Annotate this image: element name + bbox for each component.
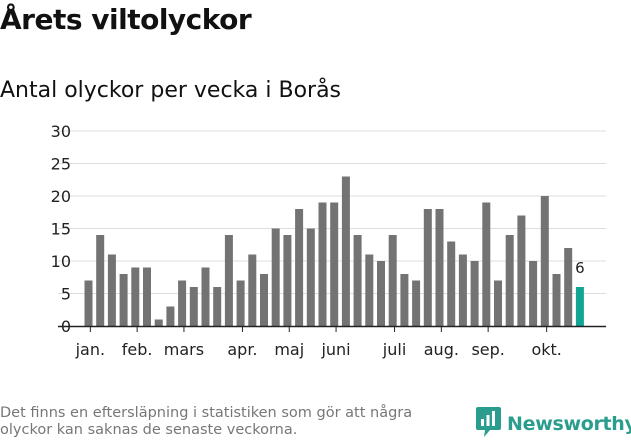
bar: [412, 280, 421, 326]
data-label-latest: 6: [575, 259, 585, 277]
bar: [306, 228, 315, 326]
bar: [529, 261, 538, 326]
bar: [552, 274, 561, 326]
bar: [201, 267, 210, 326]
newsworthy-logo-icon: [476, 407, 501, 441]
y-tick-label: 20: [51, 187, 71, 206]
bar: [540, 196, 549, 326]
x-tick-label: apr.: [227, 340, 257, 359]
bar: [458, 254, 467, 326]
bar: [505, 235, 514, 326]
bar: [377, 261, 385, 326]
y-tick-label: 10: [51, 252, 71, 271]
bar: [447, 241, 456, 326]
bar: [295, 209, 304, 326]
x-tick-label: juni: [320, 340, 350, 359]
bar: [107, 254, 116, 326]
bar: [423, 209, 432, 326]
bar: [224, 235, 233, 326]
bar: [178, 280, 187, 326]
bar: [494, 280, 502, 326]
y-tick-label: 30: [51, 122, 71, 141]
data-labels: 6: [575, 259, 585, 277]
x-tick-label: jan.: [75, 340, 105, 359]
bar: [236, 280, 245, 326]
chart-title: Årets viltolyckor: [0, 3, 252, 36]
bars: [84, 176, 584, 326]
bar-latest-week: [575, 287, 584, 326]
bar: [154, 319, 163, 326]
x-tick-label: mars: [164, 340, 204, 359]
chart-subtitle: Antal olyckor per vecka i Borås: [0, 78, 342, 103]
x-tick-label: juli: [382, 340, 406, 359]
bar: [388, 235, 397, 326]
x-axis: [58, 325, 606, 332]
bar: [189, 287, 198, 326]
y-tick-label: 15: [51, 220, 71, 239]
bar: [564, 248, 573, 326]
bar: [271, 228, 280, 326]
x-tick-label: okt.: [531, 340, 561, 359]
brand-logo: Newsworthy: [476, 407, 631, 441]
bar: [96, 235, 105, 326]
x-tick-label: aug.: [424, 340, 459, 359]
bar: [143, 267, 151, 326]
x-tick-label: maj: [274, 340, 304, 359]
bar: [283, 235, 292, 326]
bar: [400, 274, 409, 326]
bar: [353, 235, 362, 326]
x-axis-tick-labels: jan. feb. mars apr. maj juni juli aug. sep. okt.: [75, 340, 562, 359]
bar: [166, 306, 175, 326]
bar: [435, 209, 444, 326]
bar: [365, 254, 374, 326]
bar: [119, 274, 128, 326]
bar: [330, 202, 339, 326]
footnote: Det finns en eftersläpning i statistiken…: [0, 405, 413, 438]
bar: [84, 280, 93, 326]
y-tick-label: 5: [61, 285, 71, 304]
bar: [470, 261, 479, 326]
bar: [260, 274, 268, 326]
bar: [131, 267, 140, 326]
bar: [517, 215, 526, 326]
bar: [482, 202, 491, 326]
bar: [213, 287, 222, 326]
y-tick-label: 25: [51, 155, 71, 174]
bar: [248, 254, 257, 326]
x-tick-label: sep.: [471, 340, 504, 359]
brand-name: Newsworthy: [507, 413, 631, 435]
bar: [318, 202, 327, 326]
x-tick-label: feb.: [122, 340, 153, 359]
bar: [341, 176, 350, 326]
